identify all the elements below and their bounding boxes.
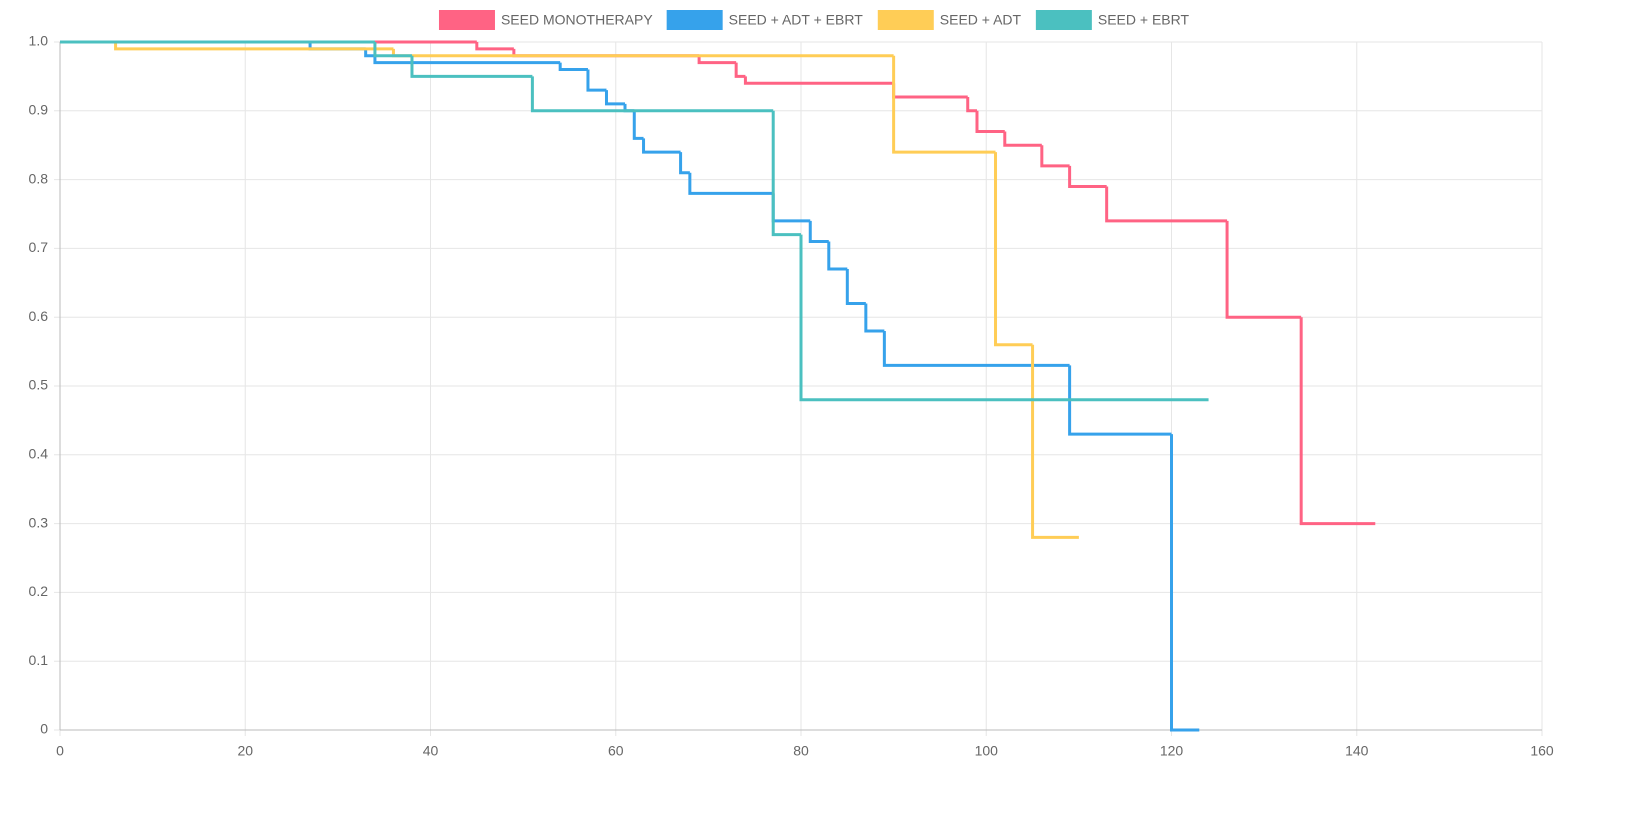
legend-label: SEED MONOTHERAPY: [501, 12, 653, 28]
legend-label: SEED + ADT + EBRT: [729, 12, 864, 28]
x-tick-label: 20: [237, 743, 253, 759]
y-tick-label: 0.9: [29, 102, 49, 118]
step-segment: [558, 62, 588, 72]
x-tick-label: 40: [423, 743, 439, 759]
legend-swatch: [666, 10, 723, 30]
step-segment: [373, 55, 561, 65]
x-tick-label: 0: [56, 743, 64, 759]
step-segment: [743, 76, 894, 85]
step-segment: [1031, 344, 1079, 539]
x-tick-label: 140: [1345, 743, 1369, 759]
x-tick-label: 160: [1530, 743, 1554, 759]
y-tick-label: 0.4: [29, 446, 49, 462]
y-tick-label: 0: [40, 721, 48, 737]
step-segment: [1299, 317, 1376, 526]
step-segment: [1003, 131, 1042, 147]
y-tick-label: 0.8: [29, 170, 49, 186]
y-tick-label: 1.0: [29, 33, 49, 49]
step-segment: [1170, 434, 1200, 732]
legend-swatch: [1035, 10, 1092, 30]
step-segment: [994, 152, 1033, 347]
y-tick-label: 0.7: [29, 239, 49, 255]
x-tick-label: 60: [608, 743, 624, 759]
step-segment: [688, 172, 774, 195]
step-segment: [530, 76, 774, 113]
step-segment: [966, 97, 977, 113]
legend-label: SEED + ADT: [940, 12, 1022, 28]
y-tick-label: 0.3: [29, 514, 49, 530]
x-tick-label: 100: [975, 743, 999, 759]
legend-label: SEED + EBRT: [1098, 12, 1190, 28]
y-tick-label: 0.5: [29, 377, 49, 393]
step-segment: [827, 241, 848, 271]
step-segment: [808, 220, 829, 244]
y-tick-label: 0.2: [29, 583, 49, 599]
step-segment: [391, 48, 894, 58]
step-segment: [1105, 186, 1228, 223]
y-tick-label: 0.6: [29, 308, 49, 324]
step-segment: [410, 55, 533, 78]
step-segment: [845, 269, 866, 305]
step-segment: [114, 42, 394, 51]
step-segment: [364, 48, 375, 58]
y-tick-label: 0.1: [29, 652, 49, 668]
series-line: [60, 40, 1079, 539]
step-segment: [771, 193, 811, 223]
series-line: [60, 40, 1376, 526]
step-segment: [632, 110, 644, 140]
legend-swatch: [438, 10, 495, 30]
step-segment: [1040, 145, 1070, 168]
step-segment: [799, 234, 1209, 402]
step-segment: [586, 69, 607, 92]
step-segment: [642, 138, 681, 154]
step-segment: [864, 303, 885, 333]
step-segment: [475, 42, 514, 51]
step-segment: [697, 55, 737, 65]
step-segment: [892, 55, 996, 154]
step-segment: [373, 42, 412, 58]
step-segment: [734, 62, 746, 78]
step-segment: [882, 330, 1070, 367]
x-tick-label: 80: [793, 743, 809, 759]
step-segment: [679, 152, 690, 175]
step-segment: [1225, 220, 1302, 319]
step-segment: [975, 110, 1005, 133]
legend-swatch: [877, 10, 934, 30]
step-segment: [771, 110, 801, 237]
step-segment: [604, 90, 626, 106]
series-line: [60, 40, 1209, 402]
step-segment: [892, 83, 968, 99]
series-line: [60, 40, 1200, 732]
step-segment: [1068, 365, 1172, 436]
x-tick-label: 120: [1160, 743, 1184, 759]
step-segment: [1068, 165, 1107, 188]
